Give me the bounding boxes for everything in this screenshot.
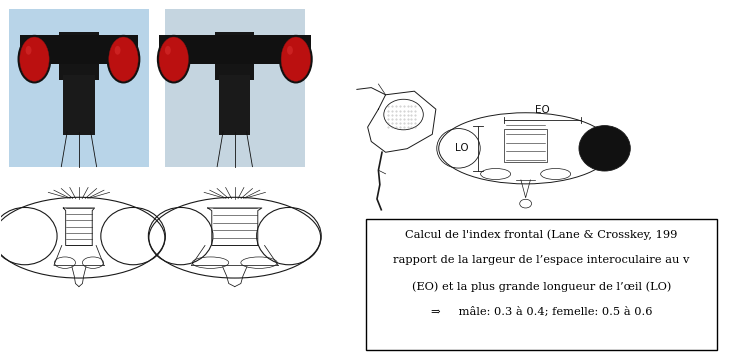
Bar: [9, 9, 149, 106]
Text: Calcul de l'index frontal (Lane & Crosskey, 199: Calcul de l'index frontal (Lane & Crossk…: [405, 230, 678, 240]
Ellipse shape: [279, 35, 313, 84]
Ellipse shape: [20, 37, 49, 81]
Text: rapport de la largeur de l’espace interoculaire au v: rapport de la largeur de l’espace intero…: [393, 255, 690, 265]
Ellipse shape: [579, 126, 631, 171]
Ellipse shape: [159, 37, 189, 81]
Ellipse shape: [165, 46, 171, 55]
Bar: [165, 9, 305, 167]
Text: ⇒     mâle: 0.3 à 0.4; femelle: 0.5 à 0.6: ⇒ mâle: 0.3 à 0.4; femelle: 0.5 à 0.6: [431, 307, 652, 317]
Bar: [159, 35, 311, 64]
Ellipse shape: [17, 35, 51, 84]
Text: LO: LO: [455, 143, 469, 153]
Bar: [504, 129, 547, 162]
Ellipse shape: [287, 46, 293, 55]
Ellipse shape: [109, 37, 139, 81]
Ellipse shape: [106, 35, 141, 84]
Bar: [63, 75, 95, 135]
Text: (EO) et la plus grande longueur de l’œil (LO): (EO) et la plus grande longueur de l’œil…: [412, 281, 671, 292]
Ellipse shape: [281, 37, 311, 81]
Bar: [59, 32, 98, 80]
Bar: [215, 32, 254, 80]
Ellipse shape: [26, 46, 31, 55]
Bar: [219, 75, 251, 135]
Bar: [9, 9, 149, 167]
Bar: [20, 35, 139, 64]
Ellipse shape: [157, 35, 191, 84]
Text: EO: EO: [535, 105, 550, 115]
Ellipse shape: [114, 46, 120, 55]
Bar: [366, 219, 717, 350]
Bar: [165, 9, 305, 106]
